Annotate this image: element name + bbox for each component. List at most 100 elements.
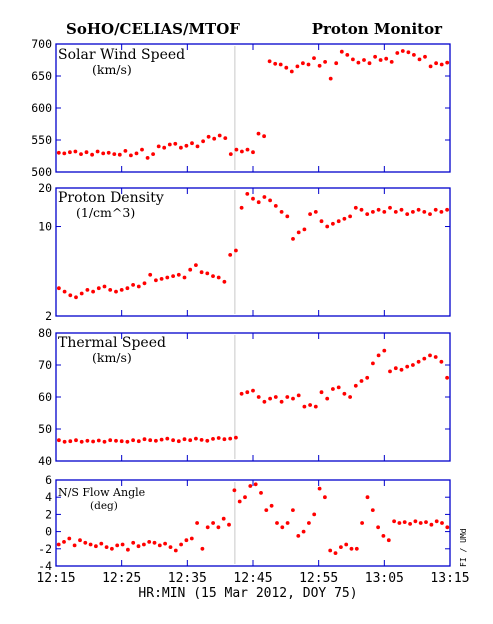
data-point: [79, 152, 83, 157]
data-point: [253, 482, 258, 487]
y-tick-label: -4: [38, 559, 52, 573]
data-point: [88, 542, 93, 547]
data-point: [373, 54, 377, 59]
data-point: [408, 522, 412, 526]
data-point: [259, 491, 263, 495]
y-tick-label: -2: [38, 542, 52, 556]
data-point: [134, 151, 139, 156]
data-point: [78, 538, 82, 543]
data-point: [148, 272, 153, 277]
data-point: [289, 69, 294, 74]
data-point: [376, 353, 381, 358]
data-point: [206, 134, 211, 139]
data-point: [85, 438, 90, 443]
data-point: [319, 390, 324, 395]
data-point: [217, 133, 222, 138]
data-point: [234, 147, 239, 152]
data-point: [154, 278, 158, 283]
data-point: [182, 275, 187, 280]
data-point: [101, 151, 106, 156]
data-point: [222, 437, 227, 442]
data-point: [381, 534, 386, 538]
data-point: [62, 439, 67, 444]
y-tick-label: 0: [45, 525, 52, 539]
data-point: [349, 546, 354, 551]
data-point: [428, 64, 433, 69]
data-point: [256, 395, 261, 399]
data-point: [302, 404, 307, 409]
data-point: [365, 212, 370, 217]
y-tick-label: 80: [38, 326, 52, 340]
data-point: [79, 291, 84, 296]
data-point: [223, 136, 228, 141]
data-point: [323, 495, 327, 500]
data-point: [56, 542, 61, 547]
data-point: [402, 520, 407, 524]
data-point: [354, 546, 359, 551]
data-point: [296, 393, 301, 398]
data-point: [156, 144, 161, 149]
y-tick-label: 10: [38, 220, 52, 234]
data-point: [182, 437, 187, 442]
data-point: [68, 293, 73, 298]
data-point: [399, 207, 404, 212]
data-point: [291, 396, 295, 401]
data-point: [344, 542, 349, 547]
data-point: [142, 542, 146, 547]
data-point: [382, 348, 387, 353]
data-point: [359, 207, 364, 212]
data-point: [351, 57, 355, 62]
y-tick-label: 70: [38, 358, 52, 372]
data-point: [422, 210, 427, 214]
data-point: [205, 438, 210, 443]
data-point: [151, 152, 156, 157]
data-point: [395, 51, 400, 55]
data-point: [273, 395, 278, 399]
data-point: [389, 60, 394, 64]
y-tick-label: 40: [38, 454, 52, 468]
data-point: [348, 395, 352, 399]
data-point: [422, 356, 427, 361]
data-point: [440, 521, 444, 525]
data-point: [267, 59, 272, 64]
data-point: [95, 149, 100, 154]
data-point: [275, 521, 279, 525]
data-point: [256, 131, 261, 136]
data-point: [302, 227, 307, 232]
panel-unit: (deg): [90, 500, 118, 512]
y-tick-label: 500: [31, 165, 52, 179]
data-point: [251, 196, 255, 201]
data-point: [306, 62, 311, 67]
data-point: [115, 543, 120, 548]
data-point: [378, 58, 383, 62]
data-point: [245, 192, 250, 196]
data-point: [388, 205, 392, 210]
data-point: [84, 150, 89, 155]
data-point: [313, 404, 318, 409]
data-point: [199, 270, 204, 275]
data-point: [245, 390, 250, 395]
data-point: [96, 286, 101, 291]
data-point: [248, 484, 253, 488]
data-point: [176, 439, 181, 444]
data-point: [445, 525, 450, 530]
data-point: [393, 210, 398, 214]
data-point: [439, 62, 444, 67]
data-point: [268, 198, 272, 203]
data-point: [251, 150, 255, 155]
solar-wind-speed-panel: Solar Wind Speed (km/s) 500 550 600 650 700: [31, 37, 451, 179]
data-point: [188, 267, 193, 272]
data-point: [129, 153, 133, 158]
data-point: [376, 207, 381, 212]
data-point: [152, 540, 157, 545]
data-point: [239, 391, 244, 396]
data-point: [205, 271, 210, 276]
data-point: [285, 521, 290, 525]
data-point: [73, 149, 78, 154]
x-tick-label: 12:55: [299, 571, 338, 586]
data-point: [159, 437, 164, 442]
data-point: [307, 521, 311, 525]
product-title: Proton Monitor: [312, 20, 443, 38]
data-point: [159, 277, 164, 281]
